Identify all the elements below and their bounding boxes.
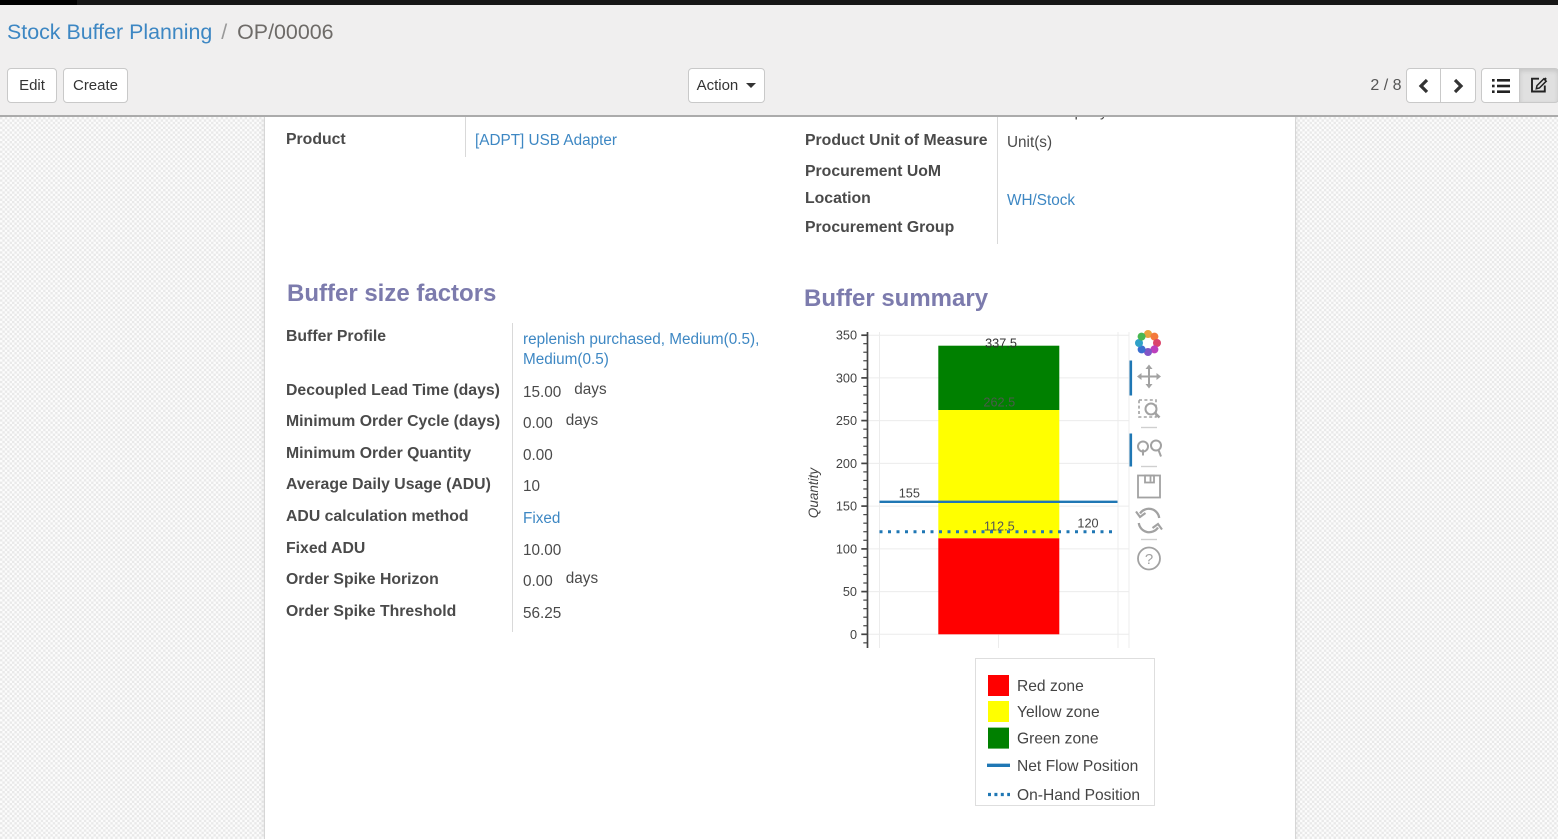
- svg-text:?: ?: [1145, 551, 1153, 568]
- svg-text:100: 100: [836, 542, 857, 556]
- svg-text:262.5: 262.5: [983, 396, 1015, 410]
- svg-text:50: 50: [843, 585, 857, 599]
- svg-text:0: 0: [850, 628, 857, 642]
- svg-text:250: 250: [836, 414, 857, 428]
- svg-text:Red zone: Red zone: [1017, 678, 1084, 695]
- svg-text:Green zone: Green zone: [1017, 731, 1099, 748]
- svg-text:Net Flow Position: Net Flow Position: [1017, 758, 1138, 775]
- svg-text:300: 300: [836, 371, 857, 385]
- svg-text:120: 120: [1077, 517, 1098, 531]
- svg-text:350: 350: [836, 329, 857, 343]
- svg-text:Quantity: Quantity: [806, 467, 821, 519]
- svg-text:Yellow zone: Yellow zone: [1017, 704, 1100, 721]
- svg-text:155: 155: [899, 487, 920, 501]
- svg-text:337.5: 337.5: [985, 337, 1017, 351]
- svg-text:150: 150: [836, 500, 857, 514]
- svg-text:200: 200: [836, 457, 857, 471]
- svg-text:112.5: 112.5: [984, 520, 1015, 534]
- svg-text:On-Hand Position: On-Hand Position: [1017, 787, 1140, 804]
